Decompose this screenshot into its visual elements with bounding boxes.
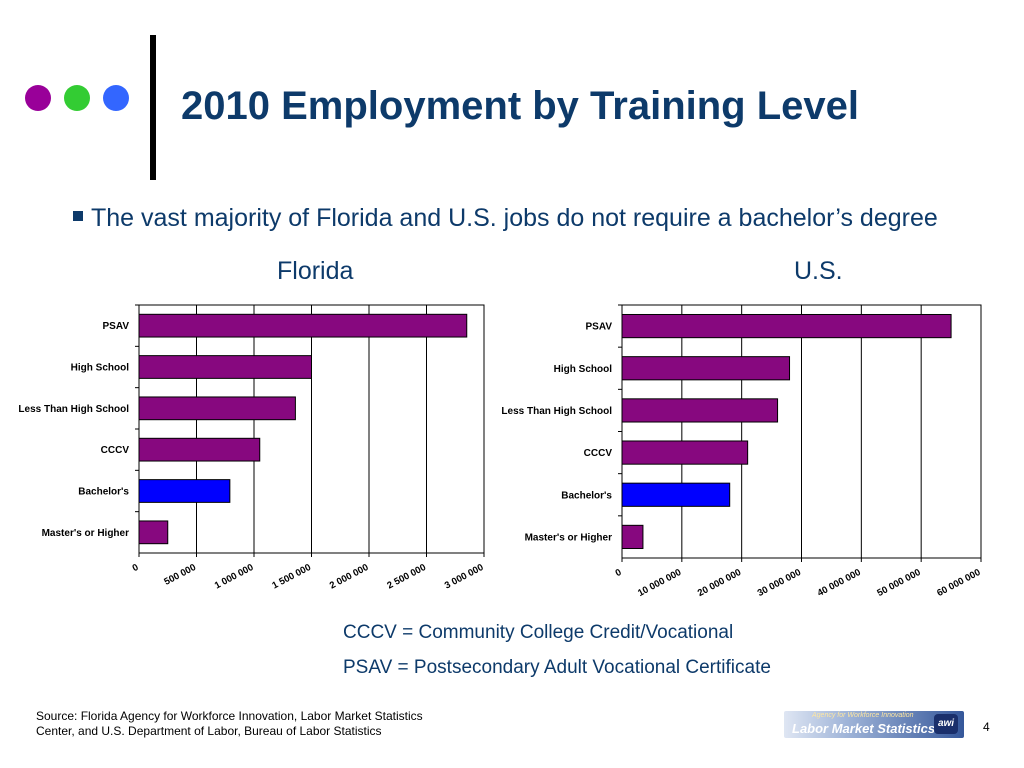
us-xtick-label: 10 000 000 xyxy=(636,567,683,599)
us-xtick-label: 0 xyxy=(614,567,624,579)
florida-category-label: Master's or Higher xyxy=(42,528,130,539)
page-number: 4 xyxy=(983,720,990,734)
us-bar xyxy=(621,313,952,339)
florida-category-label: Less Than High School xyxy=(18,404,129,415)
us-bar xyxy=(621,440,749,465)
us-bar xyxy=(621,482,731,507)
blue-dot xyxy=(103,85,129,111)
logo-main-text: Labor Market Statistics xyxy=(792,721,936,736)
florida-category-label: PSAV xyxy=(103,321,130,332)
us-category-label: Less Than High School xyxy=(501,406,612,417)
us-xtick-label: 20 000 000 xyxy=(696,567,743,599)
us-xtick-label: 40 000 000 xyxy=(816,567,863,599)
logo-agency-text: Agency for Workforce Innovation xyxy=(812,712,914,719)
awi-badge: awi xyxy=(934,714,958,734)
bullet-text: The vast majority of Florida and U.S. jo… xyxy=(91,204,938,232)
florida-bar xyxy=(138,437,261,462)
florida-chart-title: Florida xyxy=(277,257,354,285)
cccv-definition: CCCV = Community College Credit/Vocation… xyxy=(343,622,734,643)
slide-title: 2010 Employment by Training Level xyxy=(181,84,860,128)
title-divider xyxy=(150,35,156,180)
us-bar xyxy=(621,524,644,550)
us-category-label: Bachelor's xyxy=(561,490,612,501)
florida-category-label: Bachelor's xyxy=(78,487,129,498)
labor-market-statistics-logo: Agency for Workforce Innovation Labor Ma… xyxy=(784,711,964,738)
florida-category-label: High School xyxy=(71,363,130,374)
source-line-2: Center, and U.S. Department of Labor, Bu… xyxy=(36,724,382,738)
us-bar xyxy=(621,356,791,381)
psav-definition: PSAV = Postsecondary Adult Vocational Ce… xyxy=(343,657,771,678)
us-xtick-label: 30 000 000 xyxy=(756,567,803,599)
florida-bar xyxy=(138,396,296,421)
us-bar xyxy=(621,398,779,423)
bullet-square-icon xyxy=(73,211,83,221)
florida-category-label: CCCV xyxy=(101,445,130,456)
florida-bar xyxy=(138,520,169,545)
purple-dot xyxy=(25,85,51,111)
us-xtick-label: 50 000 000 xyxy=(875,567,922,599)
us-category-label: CCCV xyxy=(584,448,613,459)
florida-bar xyxy=(138,313,468,338)
source-line-1: Source: Florida Agency for Workforce Inn… xyxy=(36,709,423,723)
green-dot xyxy=(64,85,90,111)
florida-bar xyxy=(138,479,231,503)
source-note: Source: Florida Agency for Workforce Inn… xyxy=(36,709,423,739)
us-category-label: PSAV xyxy=(586,322,613,333)
us-category-label: High School xyxy=(554,364,613,375)
us-chart-title: U.S. xyxy=(794,257,843,285)
florida-bar xyxy=(138,355,312,379)
us-xtick-label: 60 000 000 xyxy=(935,567,982,599)
us-category-label: Master's or Higher xyxy=(525,532,613,543)
florida-xtick-label: 0 xyxy=(131,562,141,574)
